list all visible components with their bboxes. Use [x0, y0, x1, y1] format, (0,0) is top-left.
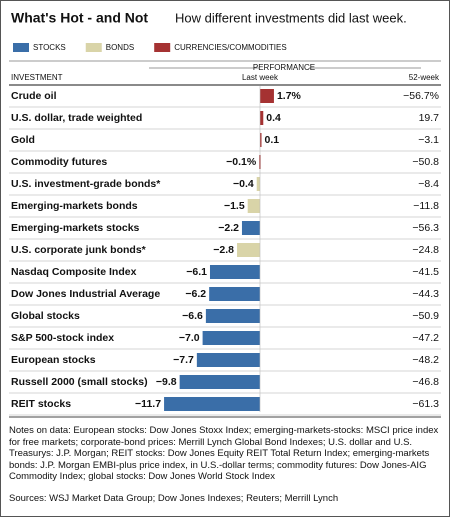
week52-value: −41.5: [412, 266, 439, 278]
category-label: Commodity futures: [11, 156, 107, 168]
week52-value: −50.9: [412, 310, 439, 322]
week52-value: −48.2: [412, 354, 439, 366]
bar: [256, 177, 260, 191]
chart: What's Hot - and Not How different inves…: [9, 10, 441, 418]
category-label: Emerging-markets stocks: [11, 222, 140, 234]
bar: [205, 309, 260, 323]
week52-value: −46.8: [412, 376, 439, 388]
category-label: Nasdaq Composite Index: [11, 266, 137, 278]
bar: [209, 265, 260, 279]
bar: [209, 287, 260, 301]
category-label: Crude oil: [11, 90, 57, 102]
category-label: Dow Jones Industrial Average: [11, 288, 160, 300]
category-label: S&P 500-stock index: [11, 332, 114, 344]
week52-value: −47.2: [412, 332, 439, 344]
legend-label: BONDS: [106, 43, 134, 52]
value-label: −1.5: [224, 200, 245, 212]
category-label: U.S. corporate junk bonds*: [11, 244, 147, 256]
week52-value: −24.8: [412, 244, 439, 256]
week52-value: −56.7%: [403, 90, 439, 102]
performance-header: PERFORMANCE: [253, 63, 315, 72]
value-label: −7.7: [173, 354, 194, 366]
legend-label: STOCKS: [33, 43, 66, 52]
value-label: −11.7: [135, 398, 161, 410]
legend-label: CURRENCIES/COMMODITIES: [174, 43, 286, 52]
value-label: −2.2: [218, 222, 239, 234]
value-label: −9.8: [156, 376, 177, 388]
sources: Sources: WSJ Market Data Group; Dow Jone…: [9, 493, 339, 504]
week52-value: −50.8: [412, 156, 439, 168]
category-label: Emerging-markets bonds: [11, 200, 138, 212]
bar: [260, 111, 264, 125]
bar: [260, 89, 274, 103]
title: What's Hot - and Not: [11, 10, 148, 26]
week52-value: −11.8: [413, 200, 439, 212]
value-label: −6.6: [182, 310, 203, 322]
week52-value: −8.4: [418, 178, 439, 190]
investment-header: INVESTMENT: [11, 73, 63, 82]
value-label: −0.1%: [226, 156, 257, 168]
bar: [196, 353, 260, 367]
category-label: European stocks: [11, 354, 96, 366]
category-label: U.S. investment-grade bonds*: [11, 178, 161, 190]
value-label: −2.8: [213, 244, 234, 256]
label-bg: [259, 63, 309, 73]
bar: [241, 221, 260, 235]
week52-value: −56.3: [412, 222, 439, 234]
week52-value: −61.3: [412, 398, 439, 410]
bar: [202, 331, 260, 345]
week52-value: −3.1: [418, 134, 439, 146]
week52-header: 52-week: [409, 73, 440, 82]
bar: [237, 243, 260, 257]
value-label: 0.4: [266, 112, 281, 124]
legend-swatch: [13, 43, 29, 52]
bar: [260, 133, 262, 147]
notes: Notes on data: European stocks: Dow Jone…: [9, 425, 439, 482]
category-label: Gold: [11, 134, 35, 146]
value-label: −6.1: [186, 266, 207, 278]
last-week-header: Last week: [242, 73, 279, 82]
subtitle: How different investments did last week.: [175, 10, 407, 25]
week52-value: 19.7: [419, 112, 440, 124]
week52-value: −44.3: [412, 288, 439, 300]
category-label: Global stocks: [11, 310, 80, 322]
bar: [164, 397, 260, 411]
legend-swatch: [154, 43, 171, 52]
value-label: −6.2: [185, 288, 206, 300]
bar: [247, 199, 260, 213]
value-label: 1.7%: [277, 90, 302, 102]
value-label: −0.4: [233, 178, 254, 190]
category-label: U.S. dollar, trade weighted: [11, 112, 142, 124]
value-label: 0.1: [265, 134, 280, 146]
value-label: −7.0: [179, 332, 200, 344]
category-label: REIT stocks: [11, 398, 71, 410]
category-label: Russell 2000 (small stocks): [11, 376, 148, 388]
bar: [179, 375, 260, 389]
legend-swatch: [85, 43, 102, 52]
